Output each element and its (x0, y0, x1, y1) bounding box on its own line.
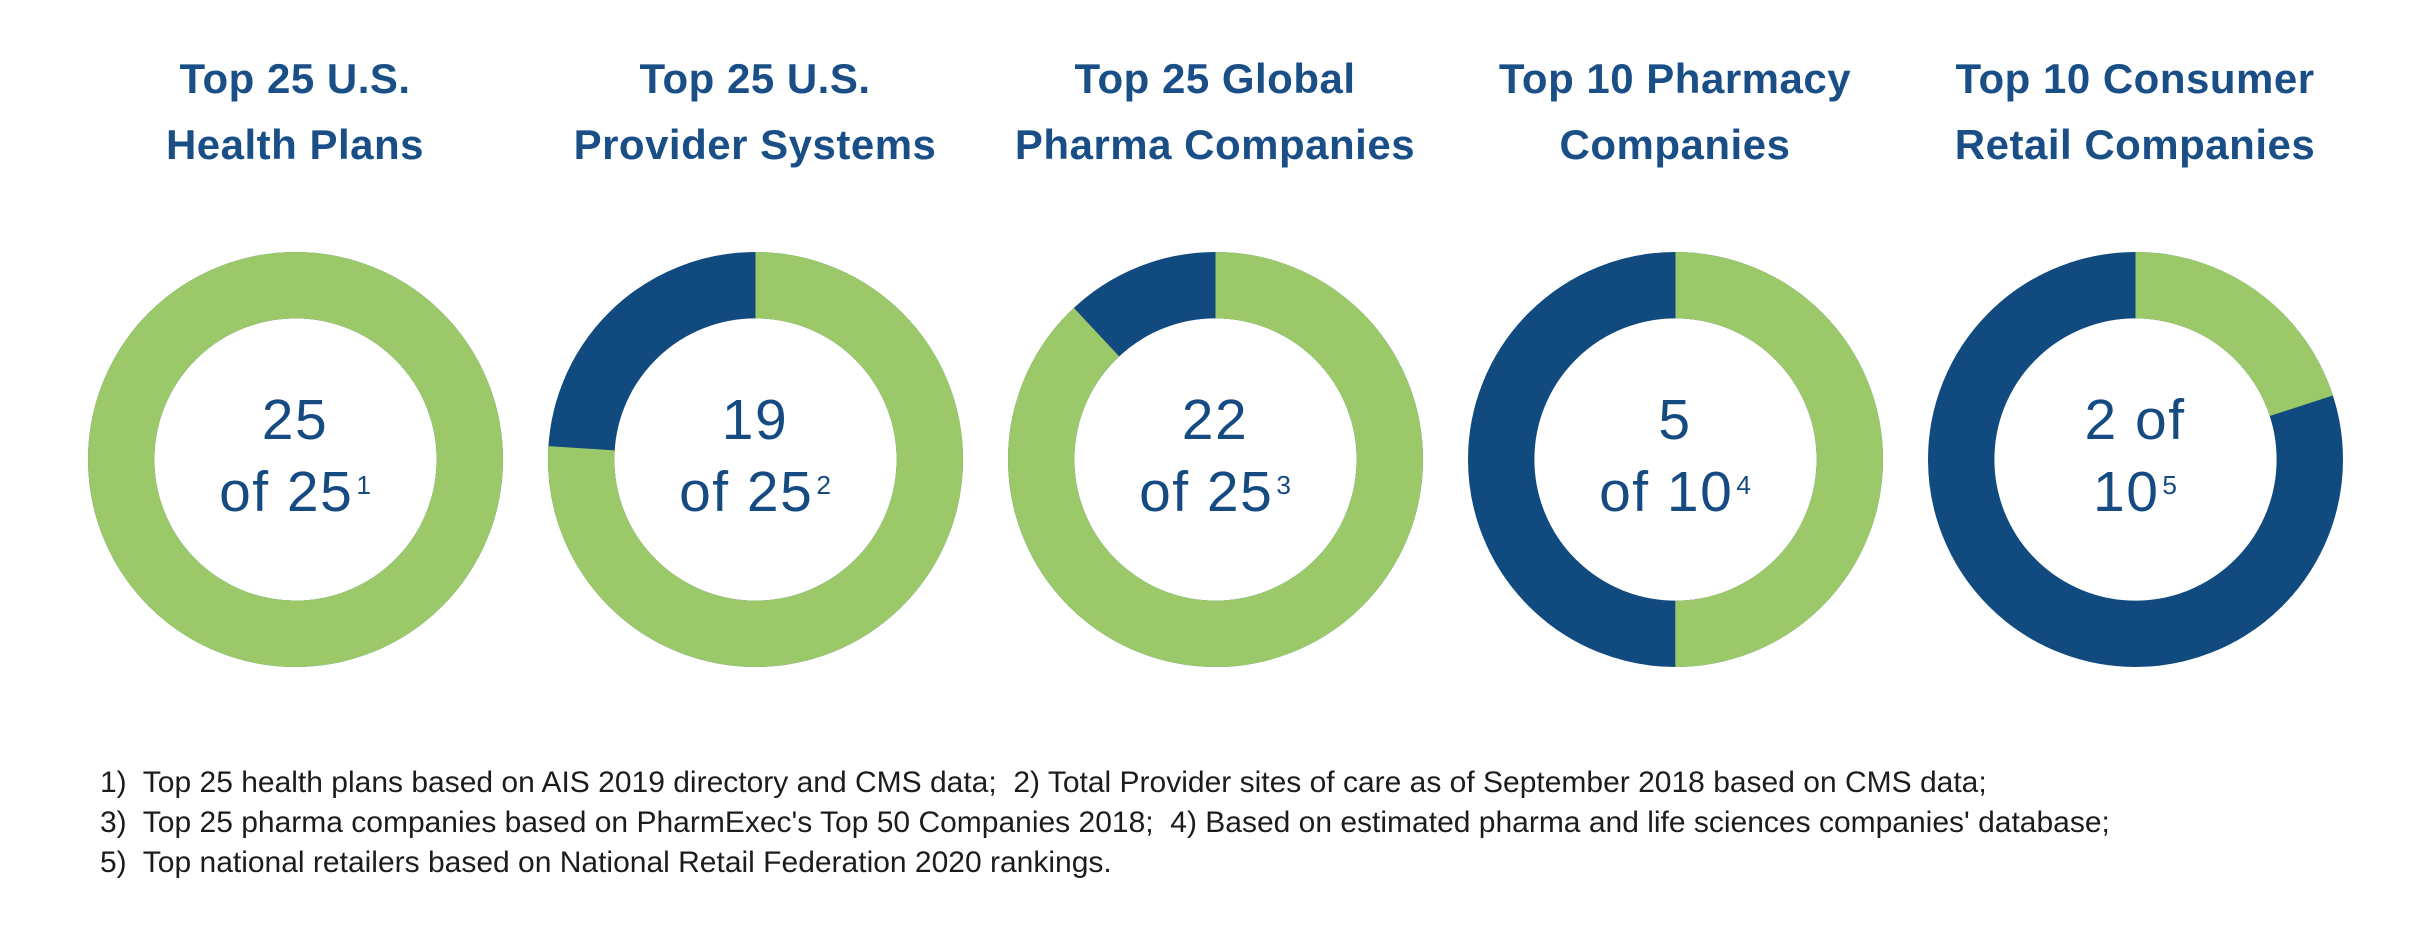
footnote-line-1: 1) Top 25 health plans based on AIS 2019… (100, 766, 1987, 799)
footnote-line-2: 3) Top 25 pharma companies based on Phar… (100, 806, 2110, 839)
donut-ring: 22 of 25 3 (1007, 252, 1423, 667)
donut-center-label: 22 of 25 3 (1008, 248, 1423, 663)
center-label-line2: of 25 3 (1139, 459, 1291, 524)
donut-svg (1467, 252, 1883, 667)
footnote-marker: 2 (816, 470, 831, 501)
footnote-line-3: 5) Top national retailers based on Natio… (100, 846, 1112, 879)
donut-value-arc (1927, 252, 2343, 667)
footnote-marker: 5 (2162, 470, 2177, 501)
chart-title-line2: Pharma Companies (1014, 121, 1416, 168)
donut-value-arc (1467, 252, 1883, 667)
donut-value-arc (1007, 252, 1423, 667)
donut-chart-consumer-retail: Top 10 Consumer Retail Companies 2 of 10 5 (1905, 0, 2365, 667)
donut-center-label: 5 of 10 4 (1468, 248, 1883, 663)
footnote-marker: 3 (1276, 470, 1291, 501)
donut-center-label: 2 of 10 5 (1928, 248, 2343, 663)
chart-title-line1: Top 25 U.S. (639, 55, 871, 102)
footnotes-block: 1) Top 25 health plans based on AIS 2019… (100, 763, 2110, 883)
chart-title: Top 25 U.S. Provider Systems (574, 46, 937, 178)
center-label-line1: 2 of (2084, 387, 2186, 452)
center-label-line2: of 25 2 (679, 459, 831, 524)
center-label-line1: 25 (261, 387, 329, 452)
donut-ring: 25 of 25 1 (87, 252, 503, 667)
donut-center-label: 25 of 25 1 (88, 248, 503, 663)
chart-title-line2: Provider Systems (573, 121, 937, 168)
chart-title: Top 10 Pharmacy Companies (1499, 46, 1851, 178)
chart-title-line1: Top 10 Consumer (1955, 55, 2315, 102)
donut-value-arc (547, 252, 963, 667)
chart-title-line2: Health Plans (165, 121, 425, 168)
center-label-line2: 10 5 (2093, 459, 2177, 524)
center-label-line1: 19 (721, 387, 789, 452)
donut-chart-provider-systems: Top 25 U.S. Provider Systems 19 of 25 2 (525, 0, 985, 667)
center-label-line2: of 25 1 (219, 459, 371, 524)
donut-chart-pharmacy-companies: Top 10 Pharmacy Companies 5 of 10 4 (1445, 0, 1905, 667)
donut-charts-row: Top 25 U.S. Health Plans 25 of 25 1 Top 25… (65, 0, 2365, 667)
footnote-marker: 4 (1736, 470, 1751, 501)
chart-title: Top 25 U.S. Health Plans (166, 46, 424, 178)
center-label-line2: of 10 4 (1599, 459, 1751, 524)
donut-ring: 19 of 25 2 (547, 252, 963, 667)
donut-svg (1927, 252, 2343, 667)
chart-title-line1: Top 25 U.S. (179, 55, 411, 102)
donut-chart-health-plans: Top 25 U.S. Health Plans 25 of 25 1 (65, 0, 525, 667)
chart-title-line2: Companies (1559, 121, 1791, 168)
donut-center-label: 19 of 25 2 (548, 248, 963, 663)
donut-value-arc (87, 252, 503, 667)
donut-svg (1007, 252, 1423, 667)
chart-title-line2: Retail Companies (1954, 121, 2316, 168)
chart-title: Top 10 Consumer Retail Companies (1955, 46, 2315, 178)
chart-title: Top 25 Global Pharma Companies (1015, 46, 1415, 178)
chart-title-line1: Top 25 Global (1074, 55, 1356, 102)
donut-svg (547, 252, 963, 667)
center-label-line1: 22 (1181, 387, 1249, 452)
donut-ring: 5 of 10 4 (1467, 252, 1883, 667)
donut-svg (87, 252, 503, 667)
footnote-marker: 1 (356, 470, 371, 501)
donut-chart-pharma-companies: Top 25 Global Pharma Companies 22 of 25 3 (985, 0, 1445, 667)
center-label-line1: 5 (1658, 387, 1692, 452)
chart-title-line1: Top 10 Pharmacy (1498, 55, 1852, 102)
donut-ring: 2 of 10 5 (1927, 252, 2343, 667)
